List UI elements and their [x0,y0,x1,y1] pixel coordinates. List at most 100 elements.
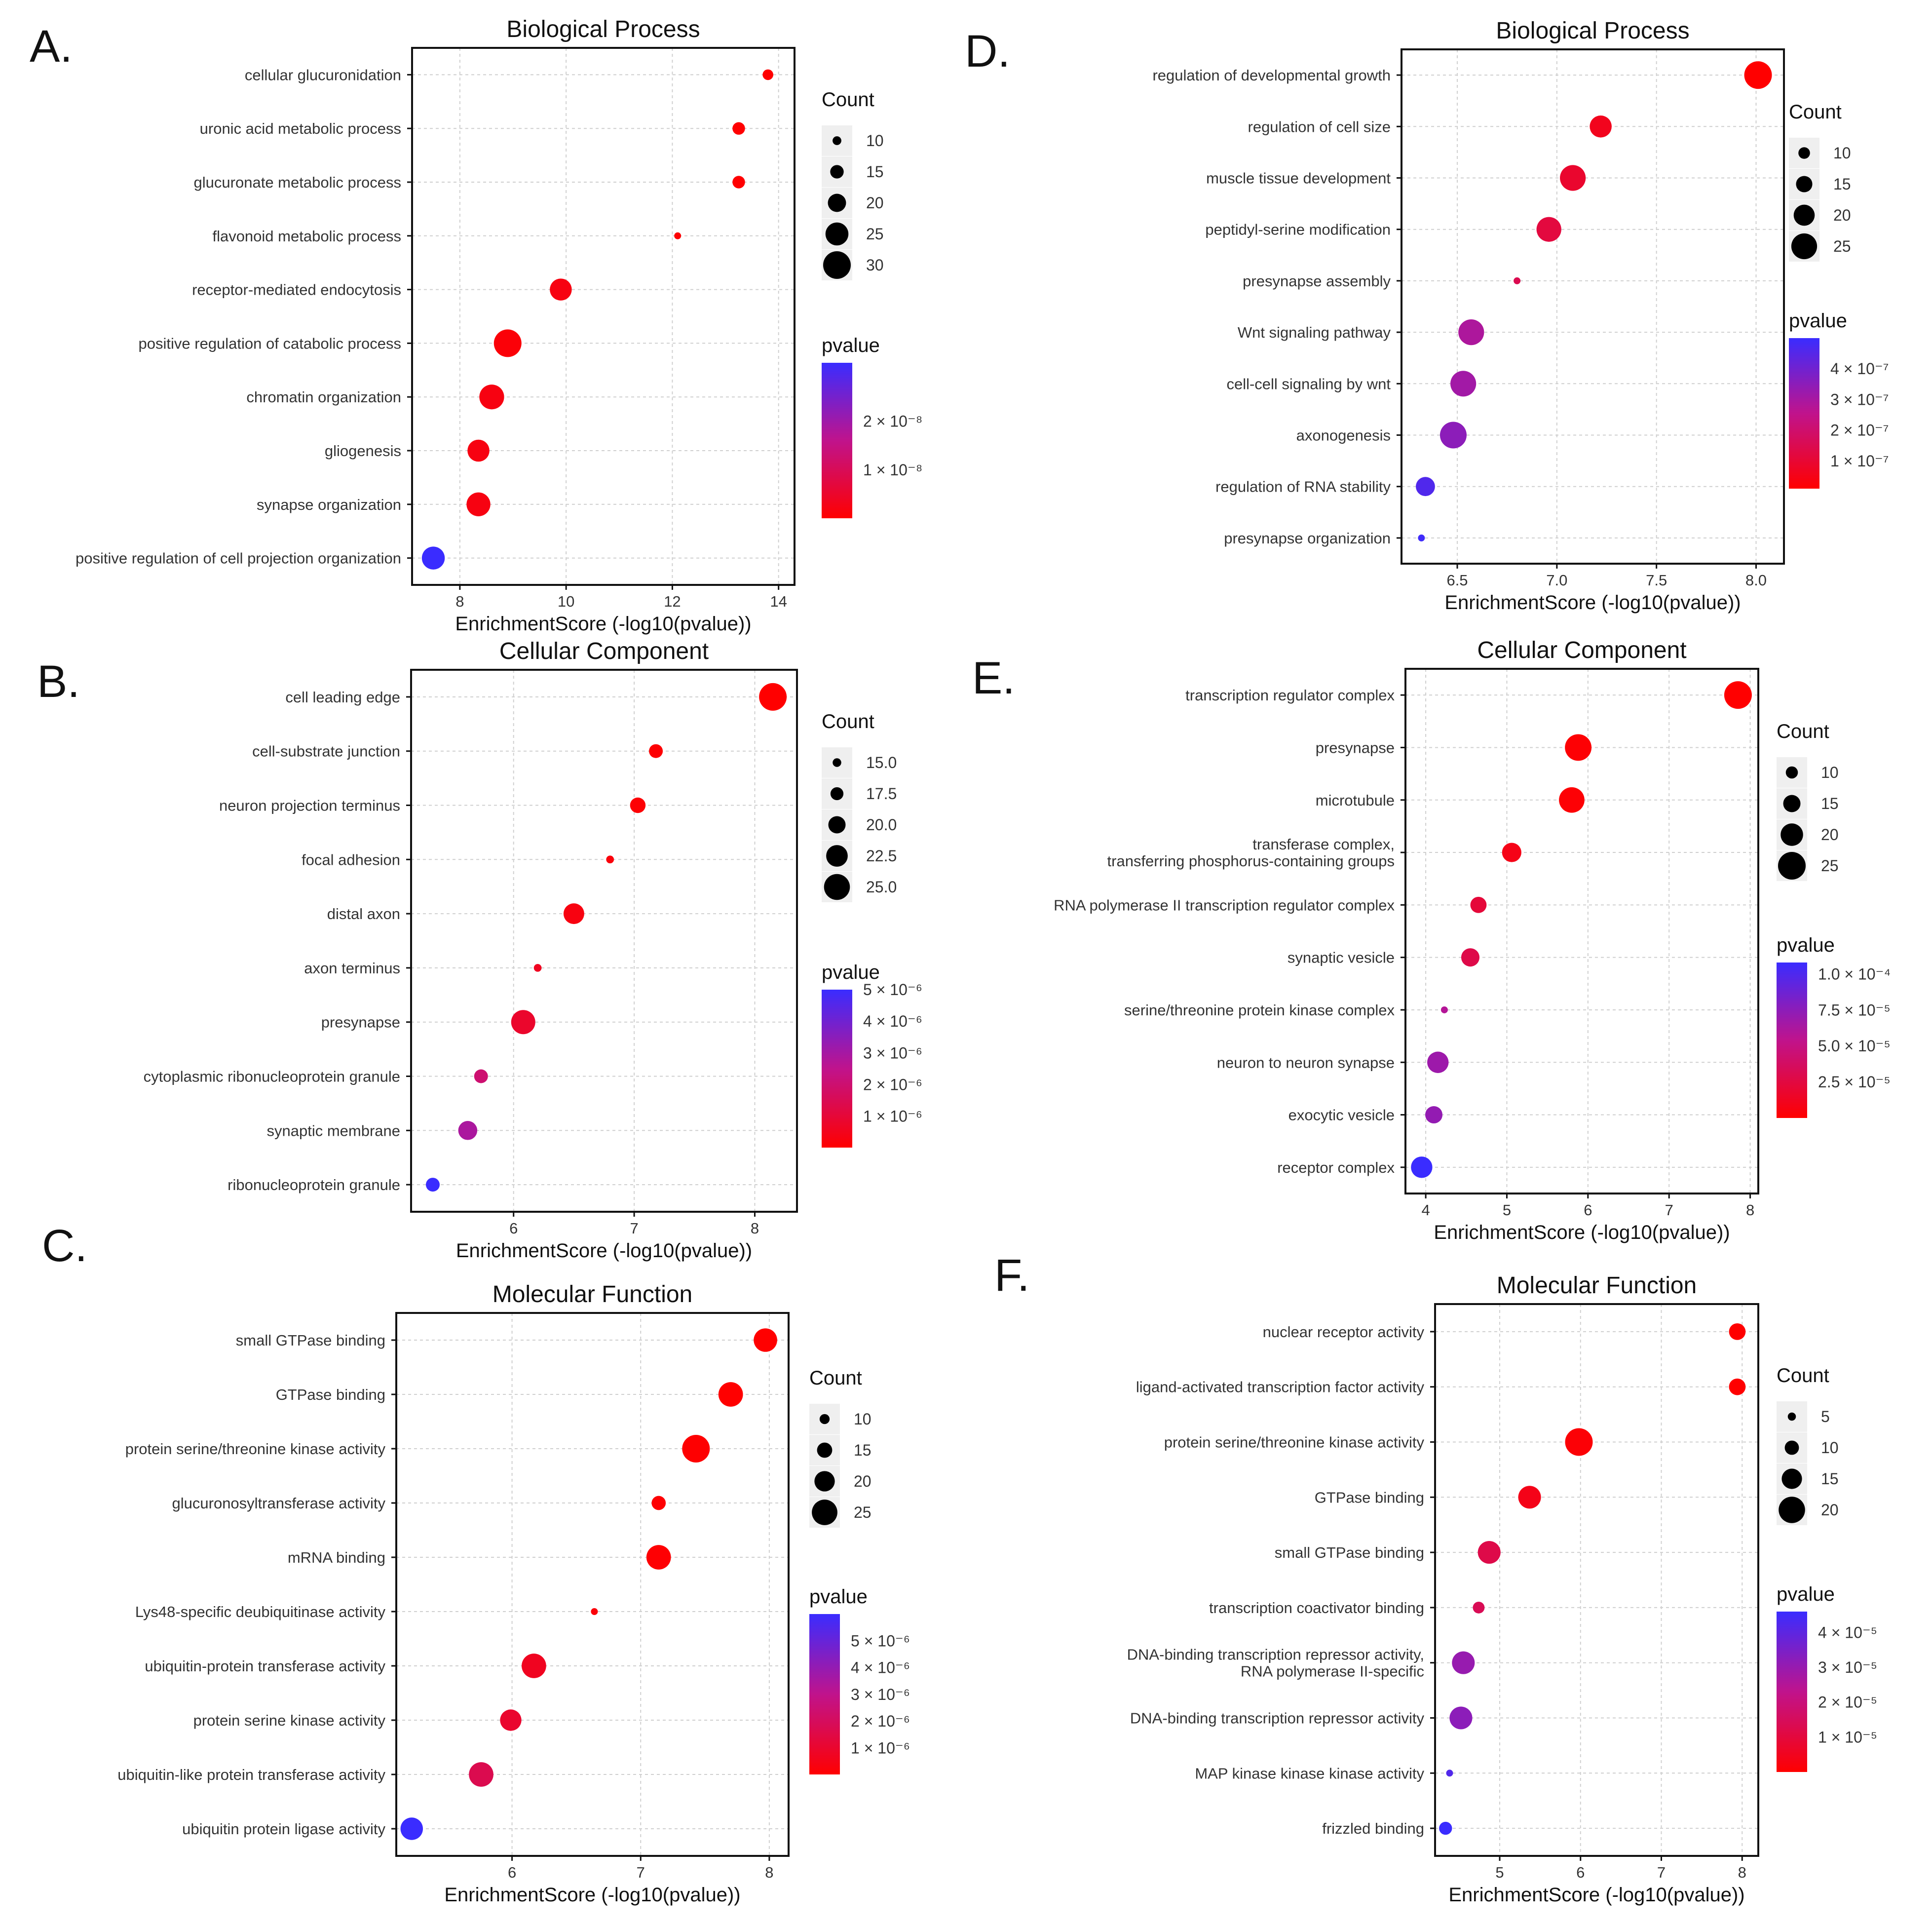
data-point [1446,1770,1453,1777]
y-tick-label: regulation of developmental growth [1152,67,1391,84]
count-legend-label: 17.5 [866,785,897,803]
y-tick-label: muscle tissue development [1206,170,1391,187]
y-tick-label: transcription regulator complex [1185,687,1395,704]
data-point [421,546,445,570]
pvalue-legend-label: 2 × 10⁻⁷ [1830,422,1889,439]
y-tick-label: presynapse organization [1224,530,1391,547]
pvalue-legend-label: 3 × 10⁻⁶ [851,1686,910,1703]
pvalue-legend-label: 2 × 10⁻⁸ [863,412,922,430]
count-legend-dot [814,1471,835,1492]
x-tick-label: 8.0 [1745,572,1767,589]
panel-b: B. Cellular Component cell leading edge cel… [37,638,922,1262]
data-point [1416,477,1435,497]
data-point [458,1121,478,1140]
y-tick-label: RNA polymerase II transcription regulato… [1054,896,1395,914]
y-tick-label: presynapse [1316,739,1395,756]
y-tick-label: synaptic membrane [266,1122,400,1139]
x-tick-label: 7 [1665,1201,1673,1219]
y-tick-label: neuron to neuron synapse [1217,1054,1395,1071]
data-point [1440,422,1467,449]
data-point [649,744,663,758]
pvalue-legend-label: 1 × 10⁻⁷ [1830,452,1889,470]
y-tick-label: protein serine/threonine kinase activity [1164,1434,1425,1451]
pvalue-legend-label: 5 × 10⁻⁶ [851,1632,910,1650]
y-tick-label: small GTPase binding [1275,1544,1424,1561]
data-point [474,1069,488,1083]
pvalue-legend-label: 2 × 10⁻⁶ [851,1712,910,1730]
count-legend-label: 10 [866,132,884,150]
chart-title: Biological Process [506,16,700,42]
plot-frame [1434,1303,1759,1857]
data-point [732,176,745,189]
plot-frame [1401,48,1785,565]
data-point [1439,1821,1452,1835]
pvalue-legend-label: 4 × 10⁻⁵ [1818,1623,1877,1641]
gridlines [412,48,795,585]
x-tick-label: 4 [1421,1201,1430,1219]
data-point [1427,1051,1449,1073]
count-legend-label: 15 [1821,1470,1839,1488]
count-legend-dot [833,136,841,145]
count-legend-dot [1781,1468,1802,1489]
gridlines [411,670,797,1212]
y-tick-label: cell leading edge [285,689,400,706]
y-tick-label: MAP kinase kinase kinase activity [1195,1765,1424,1782]
x-axis-label: EnrichmentScore (-log10(pvalue)) [1448,1884,1744,1906]
y-tick-label: gliogenesis [325,442,401,460]
panel-letter: D. [965,26,1010,77]
panel-d: D. Biological Process regulation of develo… [965,18,1889,614]
data-point [1502,843,1521,862]
count-legend-dot [1785,766,1798,779]
count-legend-label: 10 [1833,144,1851,162]
y-tick-label: ubiquitin-protein transferase activity [145,1657,385,1675]
y-tick-label: presynapse [321,1014,400,1031]
pvalue-colorbar [809,1614,840,1774]
pvalue-legend-title: pvalue [822,335,880,356]
count-legend-label: 30 [866,256,884,274]
x-tick-label: 6 [1584,1201,1592,1219]
pvalue-legend-label: 5 × 10⁻⁶ [863,981,922,999]
count-legend-label: 20 [1821,826,1839,844]
pvalue-legend-title: pvalue [822,962,880,983]
count-legend-dot [828,816,846,834]
y-tick-label: glucuronate metabolic process [194,174,401,191]
count-legend-dot [1793,204,1815,226]
pvalue-legend-label: 3 × 10⁻⁷ [1830,390,1889,408]
y-tick-label: synaptic vesicle [1288,949,1395,966]
panel-a: A. Biological Process cellular glucuronida… [30,16,922,635]
count-legend-dot [817,1442,833,1458]
data-point [754,1328,777,1352]
panel-letter: E. [972,653,1015,703]
count-legend-dot [812,1500,837,1525]
y-tick-label: ubiquitin-like protein transferase activ… [117,1766,385,1783]
count-legend-label: 10 [854,1410,871,1428]
pvalue-legend-label: 4 × 10⁻⁶ [851,1659,910,1677]
data-point [1425,1106,1443,1124]
y-tick-label: microtubule [1316,792,1395,809]
count-legend-label: 10 [1821,764,1839,781]
data-point [522,1654,546,1678]
x-tick-label: 8 [455,593,464,610]
x-tick-label: 6 [1576,1864,1585,1881]
x-tick-label: 6.5 [1446,572,1468,589]
chart-title: Biological Process [1496,18,1689,44]
count-legend-dot [1798,147,1810,159]
pvalue-legend-label: 5.0 × 10⁻⁵ [1818,1037,1891,1055]
count-legend-dot [830,787,844,801]
y-tick-label: axon terminus [304,960,400,977]
x-tick-label: 8 [765,1864,773,1881]
plot-frame [1404,668,1759,1194]
count-legend-dot [1780,823,1803,846]
data-point [1590,116,1612,138]
y-tick-label: neuron projection terminus [219,797,400,814]
y-tick-label: DNA-binding transcription repressor acti… [1127,1646,1424,1680]
y-tick-label: flavonoid metabolic process [212,228,401,245]
pvalue-colorbar [1789,338,1819,489]
data-point [1470,896,1487,913]
count-legend-dot [1783,795,1801,812]
data-point [762,69,773,80]
x-tick-label: 8 [751,1220,759,1237]
pvalue-legend-label: 2.5 × 10⁻⁵ [1818,1073,1891,1091]
x-axis-label: EnrichmentScore (-log10(pvalue)) [456,1240,752,1262]
count-legend-title: Count [1777,721,1829,742]
